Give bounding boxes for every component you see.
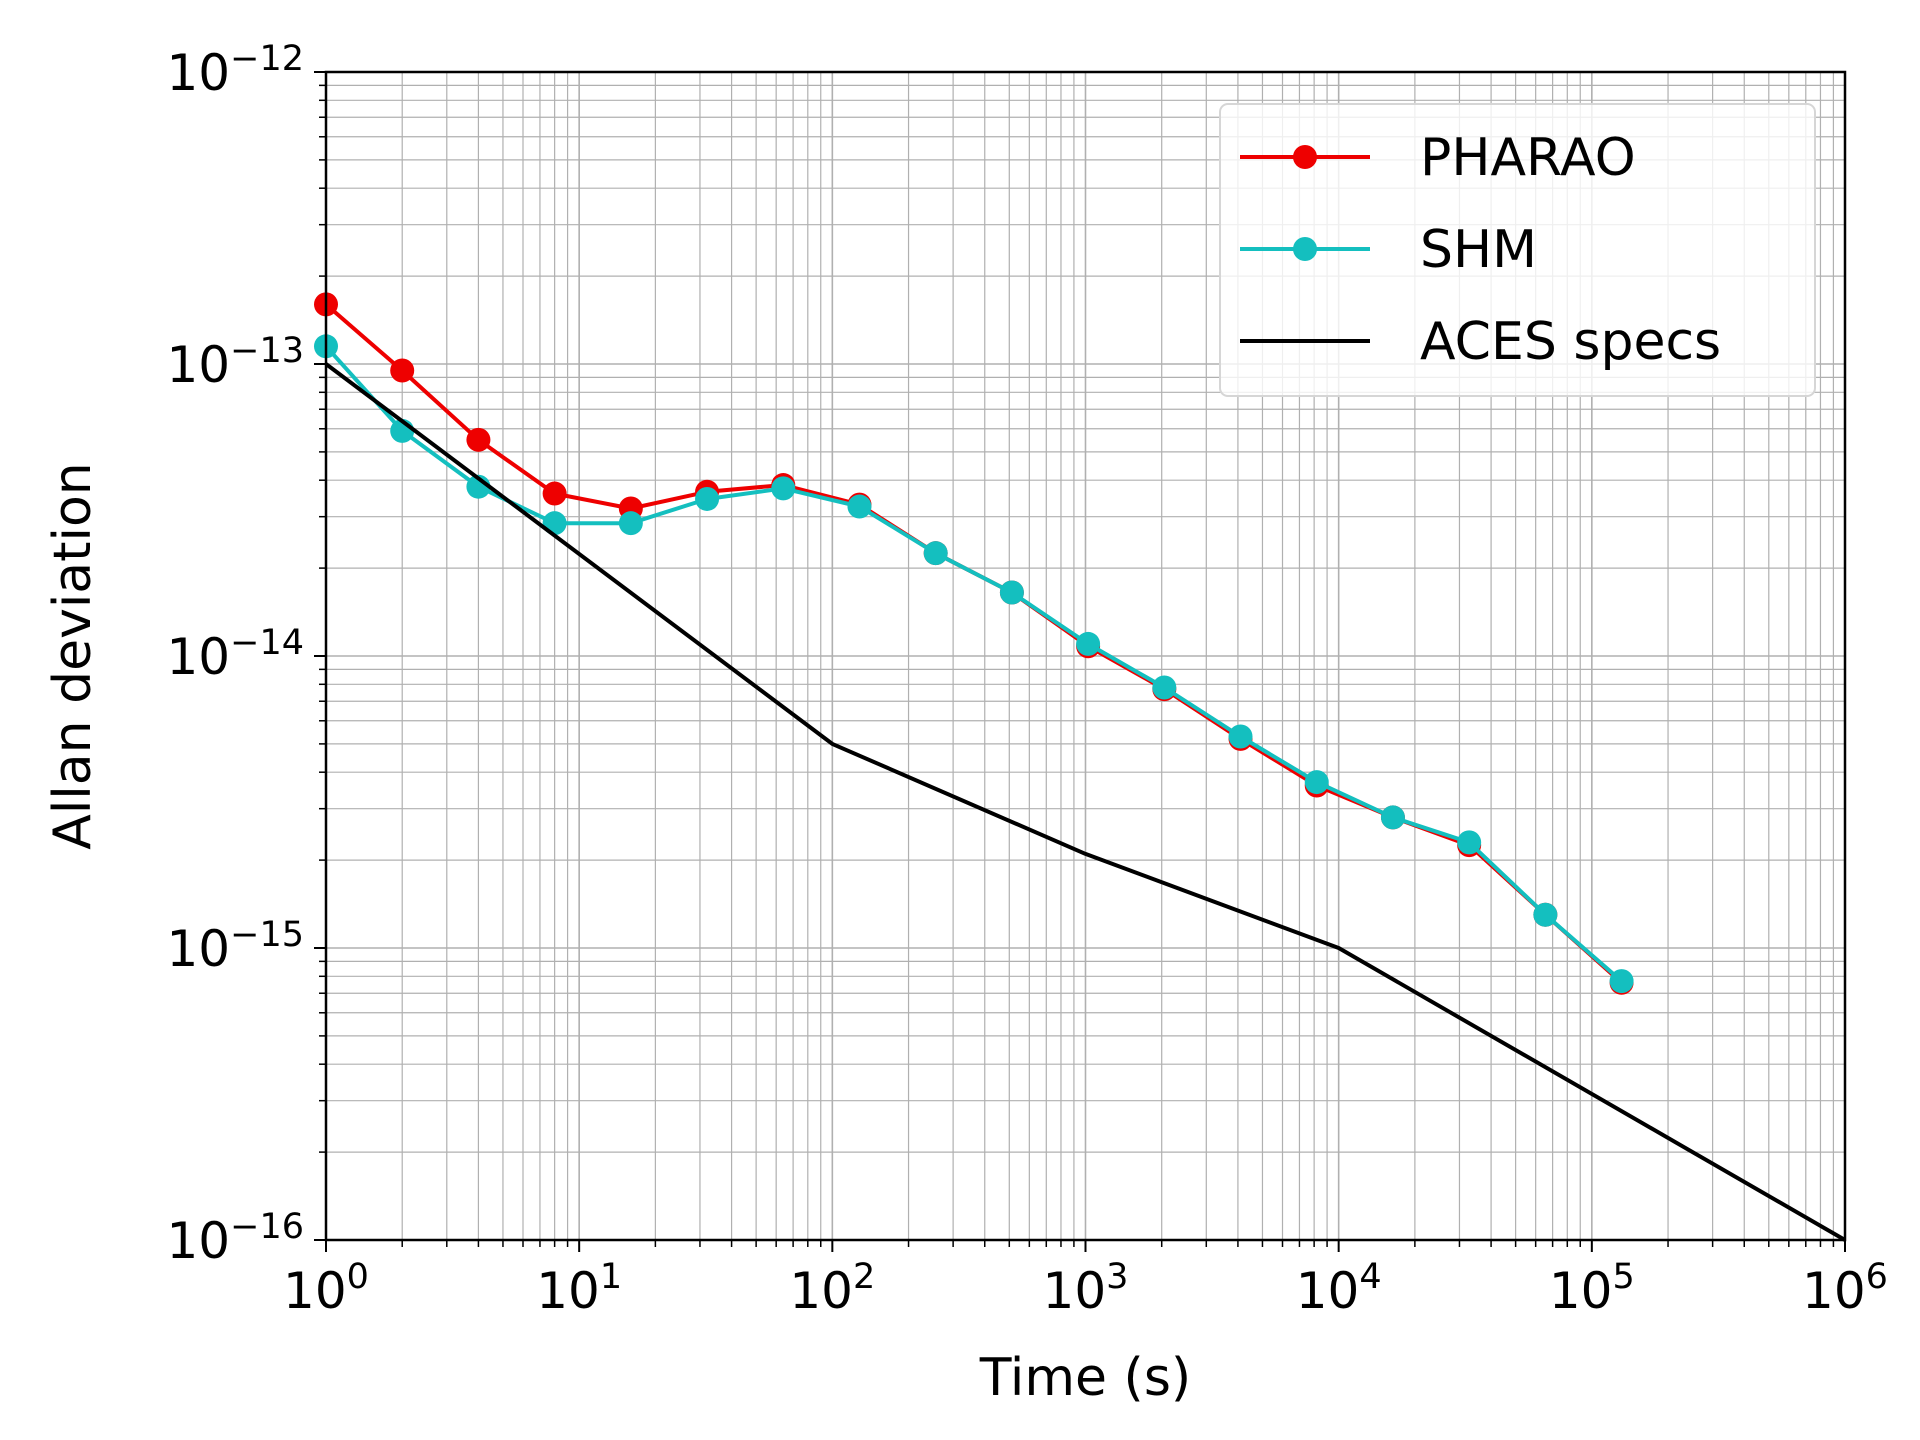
x-tick-label: 102 <box>789 1257 875 1320</box>
series-line-aces-specs <box>324 362 1846 1242</box>
x-tick-label: 100 <box>283 1257 369 1320</box>
series-shm <box>314 334 1634 994</box>
y-tick-label: 10−12 <box>167 39 305 102</box>
y-tick-label: 10−14 <box>167 623 305 686</box>
legend-marker-shm <box>1293 237 1317 261</box>
data-point-shm <box>695 486 720 511</box>
series-pharao <box>314 292 1634 995</box>
legend-label-shm: SHM <box>1420 220 1537 280</box>
data-point-shm <box>1533 902 1558 927</box>
data-point-pharao <box>466 427 491 452</box>
x-tick-label: 105 <box>1549 1257 1635 1320</box>
series-line-shm <box>324 344 1623 983</box>
data-point-shm <box>1076 631 1101 656</box>
legend-label-aces-specs: ACES specs <box>1420 312 1721 372</box>
data-point-pharao <box>542 481 567 506</box>
y-tick-label: 10−13 <box>167 331 305 394</box>
legend-box <box>1219 103 1816 397</box>
data-point-shm <box>847 494 872 519</box>
x-tick-label: 103 <box>1043 1257 1129 1320</box>
data-point-shm <box>1152 675 1177 700</box>
grid <box>325 72 1845 1241</box>
x-tick-label: 101 <box>536 1257 622 1320</box>
y-tick-label: 10−16 <box>167 1207 305 1270</box>
legend-label-pharao: PHARAO <box>1420 128 1636 188</box>
series-line-pharao <box>324 302 1623 985</box>
legend: PHARAO SHM ACES specs <box>1219 103 1816 397</box>
data-point-shm <box>618 511 643 536</box>
data-point-shm <box>1380 805 1405 830</box>
x-axis-label: Time (s) <box>979 1348 1191 1408</box>
y-axis-label: Allan deviation <box>43 462 103 850</box>
x-tick-label: 104 <box>1296 1257 1382 1320</box>
y-tick-label: 10−15 <box>167 915 305 978</box>
series-aces-specs <box>324 362 1846 1242</box>
data-point-shm <box>1609 969 1634 994</box>
data-point-shm <box>999 580 1024 605</box>
data-point-shm <box>1457 830 1482 855</box>
data-point-pharao <box>390 358 415 383</box>
legend-marker-pharao <box>1293 145 1317 169</box>
plot-series <box>314 292 1846 1242</box>
data-point-shm <box>1304 770 1329 795</box>
data-point-shm <box>923 541 948 566</box>
x-tick-label: 106 <box>1802 1257 1888 1320</box>
data-point-shm <box>771 476 796 501</box>
data-point-shm <box>1228 724 1253 749</box>
axis-ticks: 100 101 102 103 104 105 106 10−16 10−15 10−14 10−1… <box>167 39 1888 1320</box>
